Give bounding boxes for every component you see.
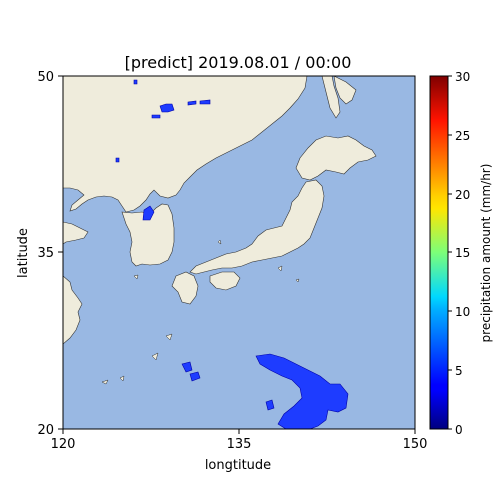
colorbar-tick-label: 10 xyxy=(455,305,470,319)
russia-northeast xyxy=(333,76,357,105)
colorbar-label: precipitation amount (mm/hr) xyxy=(479,164,493,343)
shikoku xyxy=(209,271,241,291)
colorbar-tick-label: 30 xyxy=(455,70,470,84)
precipitation-overlay xyxy=(115,79,349,429)
map-panel xyxy=(63,76,415,429)
x-tick-label: 135 xyxy=(227,437,252,452)
colorbar-tick-label: 20 xyxy=(455,188,470,202)
ryukyu-islands xyxy=(101,239,300,385)
x-tick-label: 120 xyxy=(51,437,76,452)
precip-region-okinawa xyxy=(181,361,201,382)
hokkaido xyxy=(295,135,377,181)
china-south-coast xyxy=(63,275,83,345)
china-coast xyxy=(63,221,89,245)
y-tick-label: 20 xyxy=(37,423,54,438)
chart-title: [predict] 2019.08.01 / 00:00 xyxy=(125,53,352,72)
precip-region-pacific xyxy=(255,353,349,429)
precip-region-korea xyxy=(142,205,155,221)
colorbar-tick-label: 0 xyxy=(455,423,463,437)
kyushu xyxy=(171,271,199,305)
y-axis xyxy=(58,75,63,430)
honshu xyxy=(189,179,325,275)
colorbar xyxy=(429,75,449,430)
colorbar-tick-label: 15 xyxy=(455,246,470,260)
y-tick-label: 35 xyxy=(37,246,54,261)
sakhalin xyxy=(321,76,341,119)
precip-region-north xyxy=(115,79,211,163)
asian-mainland xyxy=(63,76,308,213)
y-tick-label: 50 xyxy=(37,70,54,85)
x-axis xyxy=(62,429,416,434)
precip-region-small xyxy=(265,399,275,411)
y-axis-label: latitude xyxy=(16,228,31,278)
x-tick-label: 150 xyxy=(403,437,428,452)
colorbar-tick-label: 25 xyxy=(455,129,470,143)
x-axis-label: longtitude xyxy=(205,458,271,473)
colorbar-ticks xyxy=(448,75,452,430)
colorbar-tick-label: 5 xyxy=(455,364,463,378)
